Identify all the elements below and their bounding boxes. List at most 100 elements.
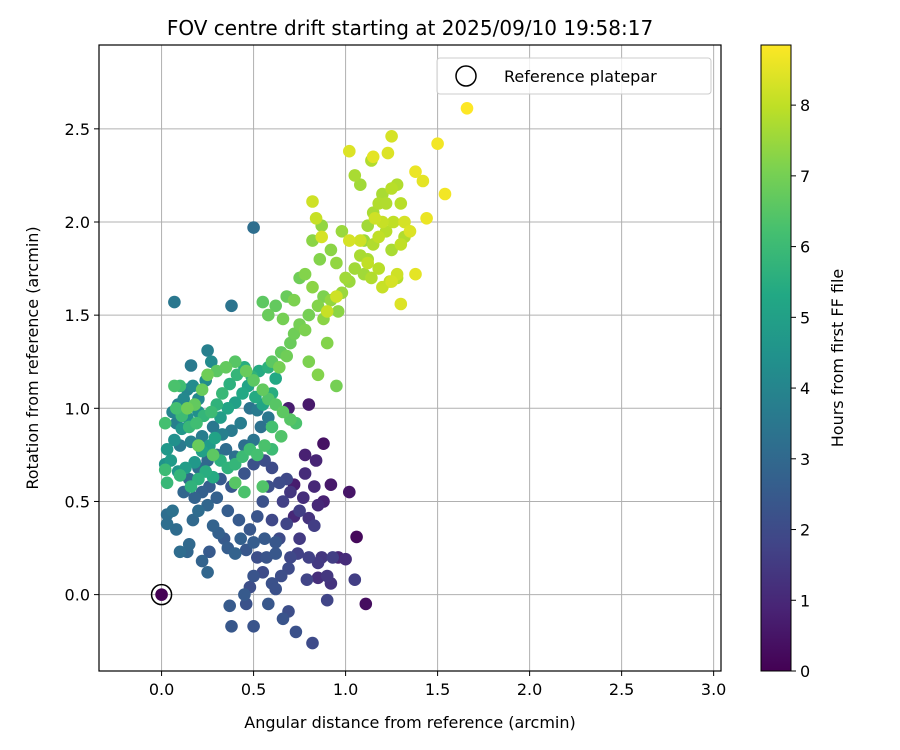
colorbar-tick-label: 1	[800, 591, 810, 610]
data-point	[343, 144, 356, 158]
data-point	[330, 256, 343, 270]
data-point	[219, 361, 233, 374]
data-point	[416, 174, 430, 188]
data-point	[365, 271, 378, 285]
data-point	[184, 359, 198, 372]
data-point	[306, 636, 319, 650]
data-point	[276, 405, 290, 419]
data-point	[320, 305, 334, 318]
data-point	[361, 256, 375, 270]
data-point	[309, 212, 323, 225]
data-point	[409, 165, 422, 178]
data-point	[280, 349, 294, 363]
data-point	[320, 336, 334, 350]
data-point	[201, 344, 214, 357]
data-point	[203, 545, 216, 559]
data-point	[223, 377, 236, 391]
data-point	[298, 467, 312, 480]
data-point	[164, 454, 178, 467]
data-point	[385, 130, 398, 143]
data-point	[350, 530, 363, 544]
data-point	[289, 625, 303, 639]
data-point	[188, 491, 201, 505]
data-point	[300, 573, 314, 586]
data-point	[398, 215, 411, 229]
data-point	[234, 532, 247, 545]
data-point	[265, 420, 279, 434]
data-point	[181, 402, 194, 415]
data-point	[368, 212, 382, 225]
data-point	[324, 243, 338, 257]
data-point	[379, 197, 393, 210]
data-point	[403, 225, 417, 238]
data-point	[385, 243, 398, 257]
data-point	[254, 420, 268, 434]
data-point	[317, 437, 330, 451]
data-point	[273, 361, 286, 374]
data-point	[269, 547, 283, 560]
data-point	[228, 476, 242, 490]
data-point	[265, 513, 279, 527]
x-tick-label: 1.0	[333, 680, 358, 699]
data-point	[170, 523, 183, 536]
data-point	[297, 491, 310, 505]
x-axis-label: Angular distance from reference (arcmin)	[244, 713, 575, 732]
data-point	[160, 476, 174, 490]
colorbar: 0 1 2 3 4 5 6 7 8 Hours from first FF file	[760, 44, 847, 681]
colorbar-tick-label: 4	[800, 379, 810, 398]
y-tick-label: 1.5	[65, 306, 90, 325]
data-point	[250, 551, 264, 564]
data-point	[293, 504, 306, 518]
data-point	[250, 510, 264, 523]
data-point	[216, 387, 229, 400]
data-point	[168, 433, 181, 447]
grid-lines	[99, 45, 721, 671]
data-point	[247, 221, 260, 234]
data-point	[298, 448, 312, 462]
reference-ring	[150, 583, 173, 606]
data-point	[247, 536, 260, 549]
data-point	[173, 469, 187, 482]
data-points	[158, 102, 474, 650]
data-point	[372, 262, 386, 275]
colorbar-tick-label: 6	[800, 238, 810, 257]
y-tick-label: 0.5	[65, 492, 90, 511]
data-point	[330, 290, 343, 303]
data-point	[269, 582, 283, 596]
x-tick-label: 1.5	[425, 680, 450, 699]
data-point	[320, 593, 334, 607]
data-point	[256, 383, 270, 397]
y-tick-label: 2.5	[65, 120, 90, 139]
data-point	[238, 467, 251, 480]
data-point	[206, 420, 220, 434]
data-point	[168, 295, 181, 309]
data-point	[221, 402, 235, 415]
data-point	[256, 480, 270, 493]
data-point	[326, 551, 340, 564]
data-point	[420, 212, 433, 225]
data-point	[302, 308, 316, 322]
data-point	[269, 299, 283, 313]
data-point	[201, 566, 214, 579]
chart-title: FOV centre drift starting at 2025/09/10 …	[167, 16, 653, 40]
data-point	[158, 463, 172, 477]
data-point	[208, 431, 222, 445]
data-point	[302, 398, 316, 411]
data-point	[302, 355, 316, 369]
data-point	[311, 556, 325, 570]
data-point	[315, 230, 329, 244]
data-point	[331, 305, 345, 318]
data-point	[239, 364, 253, 378]
data-point	[258, 532, 271, 545]
data-point	[256, 495, 270, 508]
x-tick-label: 0.5	[241, 680, 266, 699]
data-point	[160, 517, 174, 531]
data-point	[348, 262, 362, 275]
data-point	[166, 504, 179, 518]
data-point	[394, 238, 408, 251]
data-point	[287, 293, 301, 307]
data-point	[195, 383, 209, 397]
data-point	[201, 498, 214, 512]
data-point	[438, 187, 452, 201]
y-tick-label: 0.0	[65, 586, 90, 605]
